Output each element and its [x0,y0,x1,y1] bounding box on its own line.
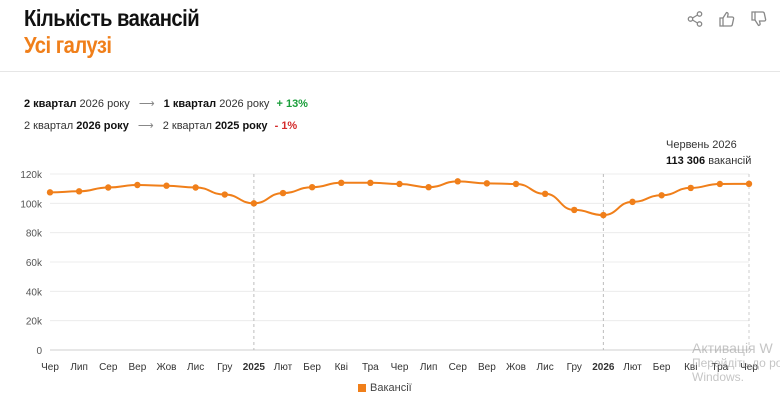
data-point[interactable] [541,190,549,197]
data-point[interactable] [658,192,665,199]
thumbs-up-icon [719,11,735,27]
x-tick-label: Тра [712,362,729,373]
y-tick-label: 120k [20,170,43,181]
header-divider [0,71,780,72]
comparison-change-negative: - 1% [274,120,298,132]
comparison-row-quarter: 2 квартал 2026 року ⟶ 1 квартал 2026 рок… [24,97,308,110]
x-tick-label: 2026 [592,362,615,373]
data-point[interactable] [367,179,374,186]
x-tick-label: Кві [684,362,697,373]
comparison-from-rest: 2 квартал [24,120,74,132]
data-point[interactable] [396,180,403,188]
data-point[interactable] [105,184,112,191]
data-point[interactable] [308,184,316,191]
data-point[interactable] [279,189,287,197]
x-tick-label: Вер [478,362,496,373]
x-tick-label: Жов [506,362,526,373]
chart-header: Кількість вакансій Усі галузі [24,5,223,59]
comparison-from-bold: 2 квартал [24,98,77,110]
comparison-to-bold: 1 квартал [163,98,217,110]
data-point[interactable] [425,184,432,191]
x-tick-label: Жов [157,362,177,373]
tooltip-value: 113 306 [666,155,706,167]
watermark-line-3: Windows. [692,370,745,384]
x-tick-label: Чер [740,362,758,373]
dislike-button[interactable] [748,8,770,30]
data-point[interactable] [716,180,724,188]
comparison-from-rest: 2026 року [79,98,130,110]
y-tick-label: 40k [26,287,43,298]
x-tick-label: Вер [128,362,146,373]
data-point[interactable] [687,184,694,192]
x-tick-label: Кві [335,362,348,373]
y-tick-label: 0 [36,346,42,357]
x-tick-label: Гру [217,362,232,373]
data-point[interactable] [134,181,141,189]
data-point[interactable] [46,189,54,196]
legend-swatch [358,384,366,392]
page-title: Кількість вакансій [24,5,200,31]
x-tick-label: Чер [391,362,409,373]
y-tick-label: 60k [26,258,43,269]
comparison-to-rest: 2 квартал [162,120,212,132]
data-point[interactable] [75,188,83,195]
tooltip-unit: вакансій [708,155,752,167]
x-tick-label: 2025 [243,362,266,373]
vacancies-line-chart[interactable]: 0 20k 40k 60k 80k 100k 120k Чер Лип Сер Вер Жов Лис… [0,160,780,380]
share-icon [687,11,703,27]
industry-filter-label[interactable]: Усі галузі [24,32,112,58]
x-tick-label: Бер [303,362,321,373]
data-point[interactable] [629,198,636,206]
data-point[interactable] [512,180,520,188]
chart-tooltip: Червень 2026 113 306 вакансій [666,137,751,169]
x-tick-label: Лют [623,362,642,373]
action-bar [684,8,770,30]
tooltip-label: Червень 2026 [666,139,737,151]
comparison-to-rest: 2026 року [219,98,270,110]
x-tick-label: Тра [362,362,379,373]
data-point[interactable] [221,191,228,198]
arrow-right-icon: ⟶ [138,98,155,110]
y-tick-label: 80k [26,229,43,240]
data-point[interactable] [454,178,461,185]
like-button[interactable] [716,8,738,30]
thumbs-down-icon [751,11,767,27]
data-point[interactable] [192,184,199,191]
data-point[interactable] [483,180,491,187]
x-tick-label: Лют [274,362,293,373]
comparison-row-year: 2 квартал 2026 року ⟶ 2 квартал 2025 рок… [24,119,297,132]
windows-activation-watermark: Активація W Перейдіть до розд Windows. [692,340,780,384]
x-tick-label: Сер [99,362,118,373]
x-tick-label: Лис [537,362,554,373]
data-point[interactable] [338,179,345,186]
x-tick-label: Лип [420,362,438,373]
watermark-line-2: Перейдіть до розд [692,356,780,370]
comparison-to-bold: 2025 року [214,120,268,132]
x-tick-label: Сер [449,362,468,373]
data-point[interactable] [745,180,753,188]
data-point[interactable] [571,206,578,214]
y-tick-label: 100k [20,199,43,210]
y-tick-label: 20k [26,317,43,328]
x-tick-label: Гру [567,362,582,373]
comparison-from-bold: 2026 року [76,120,129,132]
x-tick-label: Лис [187,362,204,373]
x-tick-label: Лип [70,362,88,373]
watermark-line-1: Активація W [692,340,773,356]
x-tick-label: Чер [41,362,59,373]
comparison-change-positive: + 13% [276,98,308,110]
chart-legend[interactable]: Вакансії [358,382,412,394]
data-point[interactable] [250,200,258,207]
arrow-right-icon: ⟶ [137,120,154,132]
data-point[interactable] [163,182,170,189]
share-button[interactable] [684,8,706,30]
x-tick-label: Бер [653,362,671,373]
data-point[interactable] [600,211,607,219]
legend-label: Вакансії [370,382,412,394]
